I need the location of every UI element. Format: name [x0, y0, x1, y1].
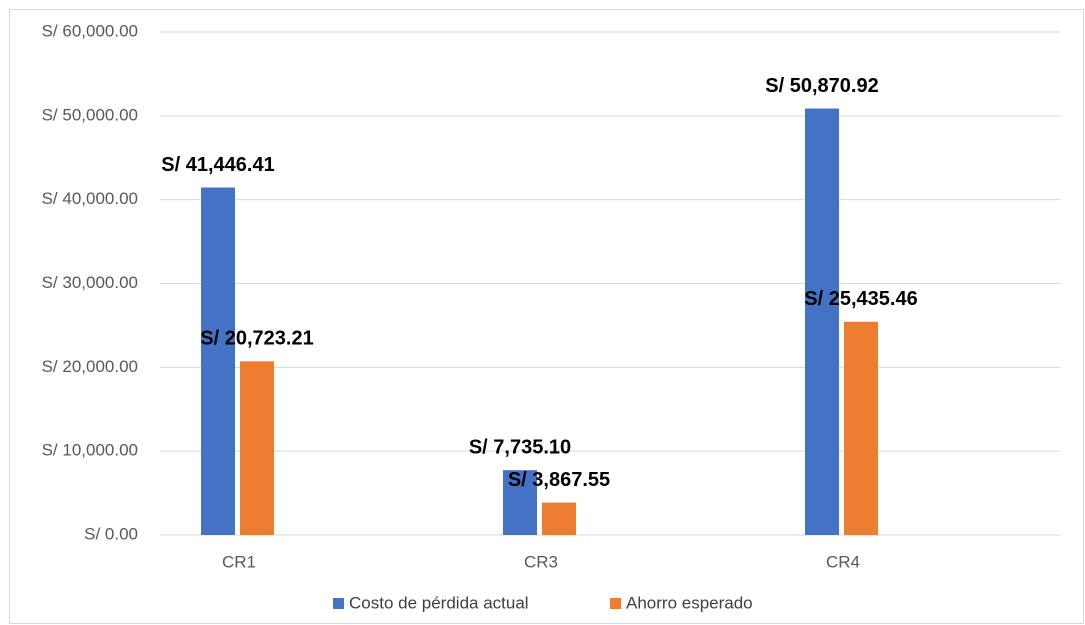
data-label: S/ 7,735.10	[469, 436, 571, 458]
x-tick-label: CR3	[524, 552, 558, 571]
bar	[240, 361, 274, 535]
y-tick-label: S/ 50,000.00	[42, 105, 138, 124]
y-tick-label: S/ 10,000.00	[42, 441, 138, 460]
y-tick-label: S/ 20,000.00	[42, 357, 138, 376]
y-tick-label: S/ 0.00	[84, 524, 138, 543]
bar	[805, 108, 839, 536]
y-tick-label: S/ 40,000.00	[42, 189, 138, 208]
data-label: S/ 20,723.21	[200, 328, 313, 350]
legend-label: Costo de pérdida actual	[349, 593, 529, 612]
legend-swatch	[333, 598, 344, 609]
bar	[503, 470, 537, 535]
data-label: S/ 41,446.41	[161, 154, 274, 176]
data-label: S/ 25,435.46	[804, 288, 917, 310]
legend-label: Ahorro esperado	[626, 593, 753, 612]
data-label: S/ 50,870.92	[765, 75, 878, 97]
x-tick-label: CR4	[826, 552, 860, 571]
x-tick-label: CR1	[222, 552, 256, 571]
y-tick-label: S/ 60,000.00	[42, 21, 138, 40]
legend-swatch	[610, 598, 621, 609]
data-label: S/ 3,867.55	[508, 469, 610, 491]
bar	[201, 187, 235, 535]
y-tick-label: S/ 30,000.00	[42, 273, 138, 292]
bar	[542, 502, 576, 535]
bar	[844, 321, 878, 535]
